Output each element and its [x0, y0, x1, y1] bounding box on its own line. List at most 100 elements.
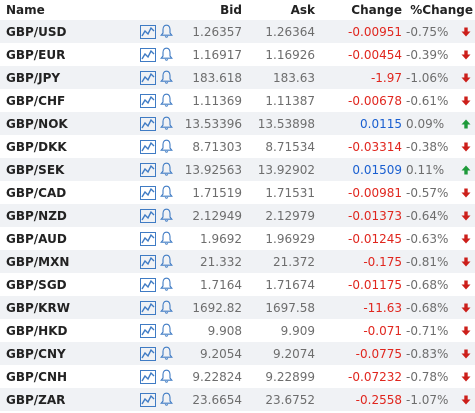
pair-name[interactable]: GBP/HKD	[6, 323, 68, 338]
pair-name[interactable]: GBP/AUD	[6, 231, 67, 246]
ask-value: 1.16926	[265, 47, 315, 62]
table-row[interactable]: GBP/DKK 8.71303 8.71534 -0.03314 -0.38%	[0, 135, 475, 158]
chart-icon[interactable]	[140, 300, 156, 315]
chart-icon[interactable]	[140, 254, 156, 269]
ask-value: 183.63	[273, 70, 315, 85]
table-row[interactable]: GBP/NZD 2.12949 2.12979 -0.01373 -0.64%	[0, 204, 475, 227]
bid-value: 1692.82	[192, 300, 242, 315]
column-header-bid[interactable]: Bid	[220, 3, 242, 17]
pair-name[interactable]: GBP/USD	[6, 24, 67, 39]
bell-icon[interactable]	[160, 47, 173, 62]
column-header-name[interactable]: Name	[6, 3, 45, 17]
row-actions	[118, 300, 173, 315]
chart-icon[interactable]	[140, 231, 156, 246]
bell-icon[interactable]	[160, 93, 173, 108]
change-value: -11.63	[363, 300, 402, 315]
pair-name[interactable]: GBP/NZD	[6, 208, 67, 223]
column-header-pct-change[interactable]: %Change	[410, 3, 473, 17]
bell-icon[interactable]	[160, 208, 173, 223]
bell-icon[interactable]	[160, 254, 173, 269]
table-row[interactable]: GBP/CNY 9.2054 9.2074 -0.0775 -0.83%	[0, 342, 475, 365]
bell-icon[interactable]	[160, 300, 173, 315]
table-row[interactable]: GBP/CNH 9.22824 9.22899 -0.07232 -0.78%	[0, 365, 475, 388]
table-row[interactable]: GBP/CHF 1.11369 1.11387 -0.00678 -0.61%	[0, 89, 475, 112]
bell-icon[interactable]	[160, 231, 173, 246]
bell-icon[interactable]	[160, 392, 173, 407]
row-actions	[118, 116, 173, 131]
row-actions	[118, 93, 173, 108]
table-row[interactable]: GBP/MXN 21.332 21.372 -0.175 -0.81%	[0, 250, 475, 273]
pair-name[interactable]: GBP/KRW	[6, 300, 70, 315]
bell-icon[interactable]	[160, 346, 173, 361]
pct-change-value: -0.71%	[406, 323, 449, 338]
ask-value: 23.6752	[265, 392, 315, 407]
row-actions	[118, 162, 173, 177]
ask-value: 2.12979	[265, 208, 315, 223]
row-actions	[118, 346, 173, 361]
bid-value: 2.12949	[192, 208, 242, 223]
pair-name[interactable]: GBP/DKK	[6, 139, 67, 154]
chart-icon[interactable]	[140, 369, 156, 384]
pair-name[interactable]: GBP/JPY	[6, 70, 61, 85]
pair-name[interactable]: GBP/CAD	[6, 185, 67, 200]
change-value: -0.07232	[348, 369, 402, 384]
bell-icon[interactable]	[160, 185, 173, 200]
table-row[interactable]: GBP/NOK 13.53396 13.53898 0.0115 0.09%	[0, 112, 475, 135]
table-row[interactable]: GBP/ZAR 23.6654 23.6752 -0.2558 -1.07%	[0, 388, 475, 411]
table-row[interactable]: GBP/HKD 9.908 9.909 -0.071 -0.71%	[0, 319, 475, 342]
bell-icon[interactable]	[160, 24, 173, 39]
bell-icon[interactable]	[160, 116, 173, 131]
row-actions	[118, 369, 173, 384]
pair-name[interactable]: GBP/EUR	[6, 47, 66, 62]
chart-icon[interactable]	[140, 185, 156, 200]
table-row[interactable]: GBP/SGD 1.7164 1.71674 -0.01175 -0.68%	[0, 273, 475, 296]
pair-name[interactable]: GBP/CNH	[6, 369, 68, 384]
table-row[interactable]: GBP/JPY 183.618 183.63 -1.97 -1.06%	[0, 66, 475, 89]
bell-icon[interactable]	[160, 369, 173, 384]
bell-icon[interactable]	[160, 323, 173, 338]
table-row[interactable]: GBP/CAD 1.71519 1.71531 -0.00981 -0.57%	[0, 181, 475, 204]
pair-name[interactable]: GBP/CNY	[6, 346, 66, 361]
row-actions	[118, 70, 173, 85]
chart-icon[interactable]	[140, 323, 156, 338]
table-row[interactable]: GBP/AUD 1.9692 1.96929 -0.01245 -0.63%	[0, 227, 475, 250]
chart-icon[interactable]	[140, 277, 156, 292]
ask-value: 13.92902	[257, 162, 315, 177]
pair-name[interactable]: GBP/MXN	[6, 254, 70, 269]
chart-icon[interactable]	[140, 392, 156, 407]
chart-icon[interactable]	[140, 116, 156, 131]
chart-icon[interactable]	[140, 346, 156, 361]
arrow-down-icon	[457, 73, 475, 83]
column-header-ask[interactable]: Ask	[290, 3, 315, 17]
pair-name[interactable]: GBP/CHF	[6, 93, 66, 108]
table-row[interactable]: GBP/KRW 1692.82 1697.58 -11.63 -0.68%	[0, 296, 475, 319]
bell-icon[interactable]	[160, 70, 173, 85]
ask-value: 1.26364	[265, 24, 315, 39]
pct-change-value: -0.68%	[406, 277, 449, 292]
column-header-change[interactable]: Change	[351, 3, 402, 17]
arrow-down-icon	[457, 303, 475, 313]
table-row[interactable]: GBP/EUR 1.16917 1.16926 -0.00454 -0.39%	[0, 43, 475, 66]
arrow-up-icon	[457, 165, 475, 175]
chart-icon[interactable]	[140, 208, 156, 223]
pair-name[interactable]: GBP/SGD	[6, 277, 67, 292]
pair-name[interactable]: GBP/SEK	[6, 162, 65, 177]
chart-icon[interactable]	[140, 139, 156, 154]
chart-icon[interactable]	[140, 93, 156, 108]
pct-change-value: -0.61%	[406, 93, 449, 108]
change-value: -0.01175	[348, 277, 402, 292]
pair-name[interactable]: GBP/NOK	[6, 116, 68, 131]
pct-change-value: -0.64%	[406, 208, 449, 223]
chart-icon[interactable]	[140, 47, 156, 62]
chart-icon[interactable]	[140, 70, 156, 85]
chart-icon[interactable]	[140, 24, 156, 39]
bell-icon[interactable]	[160, 277, 173, 292]
pct-change-value: -0.81%	[406, 254, 449, 269]
bell-icon[interactable]	[160, 139, 173, 154]
pair-name[interactable]: GBP/ZAR	[6, 392, 66, 407]
bid-value: 23.6654	[192, 392, 242, 407]
chart-icon[interactable]	[140, 162, 156, 177]
table-row[interactable]: GBP/USD 1.26357 1.26364 -0.00951 -0.75%	[0, 20, 475, 43]
bell-icon[interactable]	[160, 162, 173, 177]
table-row[interactable]: GBP/SEK 13.92563 13.92902 0.01509 0.11%	[0, 158, 475, 181]
